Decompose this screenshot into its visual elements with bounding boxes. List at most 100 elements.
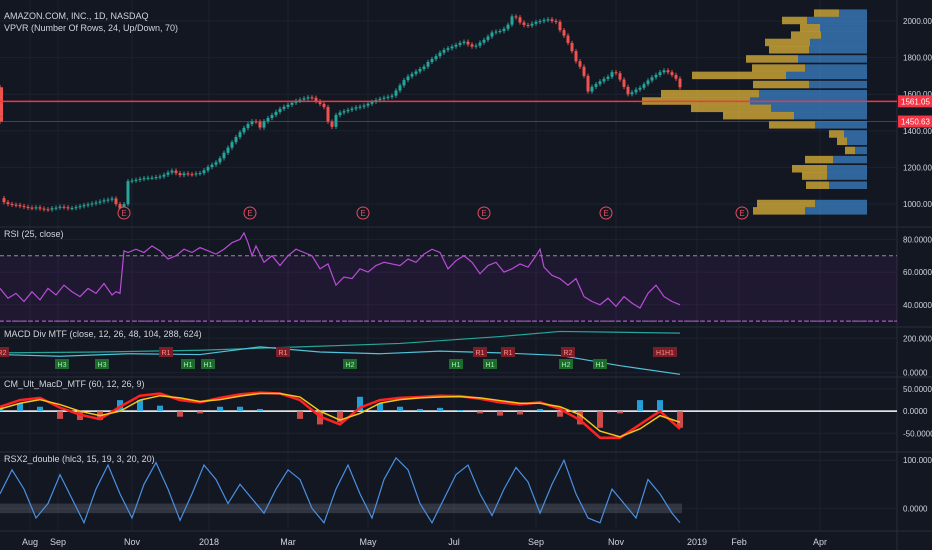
vp-down-bar xyxy=(839,9,867,17)
candle-body xyxy=(390,95,394,97)
x-tick-label: May xyxy=(359,537,377,547)
candle-body xyxy=(378,98,382,101)
candle-body xyxy=(434,56,438,60)
rsx-neutral-band xyxy=(0,503,682,514)
candle-body xyxy=(354,107,358,109)
series-line-0 xyxy=(0,330,681,354)
vp-up-bar xyxy=(752,64,805,72)
vp-up-bar xyxy=(692,71,786,80)
candle-body xyxy=(50,208,54,210)
divergence-marker-label: H1H1 xyxy=(656,350,674,357)
divergence-marker-label: H3 xyxy=(98,362,107,369)
candle-body xyxy=(670,72,674,75)
histogram-bar xyxy=(237,406,243,412)
vp-up-bar xyxy=(746,55,798,63)
pane-header: AMAZON.COM, INC., 1D, NASDAQ xyxy=(4,11,149,21)
candle-body xyxy=(526,25,530,27)
divergence-marker-bg xyxy=(483,359,497,369)
candle-body xyxy=(66,207,70,209)
candle-body xyxy=(18,205,22,207)
divergence-marker-bg xyxy=(95,359,109,369)
candle-body xyxy=(118,204,122,209)
candle-body xyxy=(6,202,10,205)
vp-up-bar xyxy=(800,24,820,32)
x-tick-label: Jul xyxy=(448,537,460,547)
vp-up-bar xyxy=(769,121,815,129)
divergence-marker-label: R1 xyxy=(162,350,171,357)
pane-cm_ult_macd: CM_Ult_MacD_MTF (60, 12, 26, 9) xyxy=(0,379,897,439)
candle-body xyxy=(486,36,490,40)
histogram-bar xyxy=(297,411,303,419)
divergence-marker-label: R2 xyxy=(564,350,573,357)
candle-body xyxy=(454,44,458,47)
candle-body xyxy=(314,97,318,102)
candle-body xyxy=(258,121,262,128)
candle-body xyxy=(34,207,38,209)
candle-body xyxy=(558,21,562,31)
candle-body xyxy=(282,106,286,109)
divergence-marker-label: H2 xyxy=(562,362,571,369)
x-tick-label: Aug xyxy=(22,537,38,547)
candle-body xyxy=(106,199,110,201)
x-tick-label: Mar xyxy=(280,537,296,547)
candle-body xyxy=(382,97,386,99)
price-line-label-bg xyxy=(898,95,932,108)
divergence-marker-bg xyxy=(501,347,515,357)
candle-body xyxy=(206,167,210,171)
candle-body xyxy=(170,170,174,173)
candle-body xyxy=(30,207,34,209)
candle-body xyxy=(322,103,326,108)
vp-down-bar xyxy=(798,55,867,63)
vp-down-bar xyxy=(820,24,867,32)
divergence-marker-bg xyxy=(159,347,173,357)
candle-body xyxy=(538,21,542,23)
chart-panes: E E E E E E AMAZON.COM, INC., 1D, NASDAQ VPVR (… xyxy=(0,9,897,525)
y-tick-label: 40.0000 xyxy=(903,301,932,310)
divergence-marker-bg xyxy=(449,359,463,369)
vp-down-bar xyxy=(809,46,867,54)
candle-body xyxy=(102,200,106,202)
candle-body xyxy=(122,204,126,209)
histogram-bar xyxy=(537,408,543,412)
vp-down-bar xyxy=(844,130,867,138)
candle-body xyxy=(10,204,14,206)
candle-body xyxy=(414,71,418,74)
histogram-bar xyxy=(477,411,483,414)
vp-down-bar xyxy=(827,165,867,173)
candle-body xyxy=(530,23,534,26)
candle-body xyxy=(70,208,74,210)
candle-body xyxy=(678,78,682,88)
series-line-1 xyxy=(0,346,681,375)
candle-body xyxy=(202,170,206,174)
divergence-marker-label: H1 xyxy=(452,362,461,369)
candle-body xyxy=(346,109,350,112)
x-tick-label: Nov xyxy=(124,537,141,547)
y-tick-label: 80.0000 xyxy=(903,235,932,244)
histogram-bar xyxy=(157,405,163,412)
candle-body xyxy=(0,90,3,104)
histogram-bar xyxy=(617,411,623,414)
candle-body xyxy=(226,147,230,153)
candle-body xyxy=(234,137,238,143)
candle-body xyxy=(542,20,546,22)
candle-body xyxy=(462,41,466,43)
vp-up-bar xyxy=(845,146,855,155)
candle-body xyxy=(418,68,422,72)
candle-body xyxy=(222,152,226,159)
candle-body xyxy=(662,70,666,73)
candle-body xyxy=(438,52,442,57)
histogram-bar xyxy=(417,408,423,412)
vp-down-bar xyxy=(815,199,867,208)
candle-body xyxy=(310,97,314,99)
pane-price: E E E E E E AMAZON.COM, INC., 1D, NASDAQ VPVR (… xyxy=(0,9,897,220)
candle-body xyxy=(626,86,630,95)
candle-body xyxy=(582,66,586,76)
x-tick-label: Sep xyxy=(50,537,66,547)
y-tick-label: 200.0000 xyxy=(903,334,932,343)
macd-line xyxy=(0,391,681,439)
candle-body xyxy=(82,205,86,207)
candle-body xyxy=(114,198,118,205)
candle-body xyxy=(674,74,678,79)
